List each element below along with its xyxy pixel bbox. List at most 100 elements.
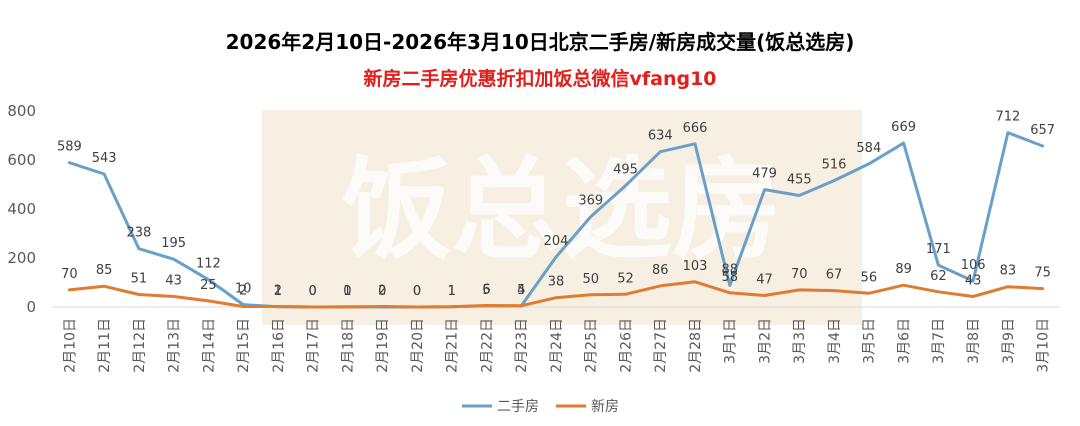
data-label-second-hand: 657	[1030, 123, 1055, 138]
data-label-second-hand: 666	[683, 121, 708, 136]
x-tick-label: 3月8日	[966, 318, 982, 364]
y-tick-label: 400	[7, 200, 36, 218]
x-tick-label: 2月12日	[132, 318, 148, 373]
data-label-new-home: 103	[683, 259, 708, 274]
data-label-new-home: 50	[582, 272, 599, 287]
y-tick-label: 0	[26, 298, 36, 316]
data-label-new-home: 2	[239, 284, 247, 299]
chart-title: 2026年2月10日-2026年3月10日北京二手房/新房成交量(饭总选房)	[225, 30, 855, 54]
data-label-new-home: 2	[274, 284, 282, 299]
x-tick-label: 3月5日	[862, 318, 878, 364]
x-tick-label: 2月21日	[445, 318, 461, 373]
data-label-new-home: 1	[448, 284, 456, 299]
x-tick-label: 2月25日	[584, 318, 600, 373]
x-tick-label: 2月14日	[201, 318, 217, 373]
data-label-new-home: 0	[413, 284, 421, 299]
x-tick-label: 3月10日	[1036, 318, 1052, 373]
data-label-second-hand: 0	[413, 284, 421, 299]
x-tick-label: 2月22日	[479, 318, 495, 373]
x-tick-label: 3月3日	[792, 318, 808, 364]
data-label-new-home: 47	[756, 272, 773, 287]
x-tick-label: 2月11日	[97, 318, 113, 373]
data-label-second-hand: 1	[343, 284, 351, 299]
data-label-new-home: 67	[826, 268, 843, 283]
data-label-second-hand: 106	[961, 258, 986, 273]
data-label-second-hand: 669	[891, 120, 916, 135]
data-label-second-hand: 584	[856, 141, 881, 156]
data-label-new-home: 6	[482, 283, 490, 298]
x-tick-label: 3月9日	[1001, 318, 1017, 364]
data-label-second-hand: 634	[648, 129, 673, 144]
x-tick-label: 3月1日	[723, 318, 739, 364]
data-label-new-home: 0	[309, 284, 317, 299]
x-tick-label: 2月19日	[375, 318, 391, 373]
data-label-new-home: 38	[548, 275, 565, 290]
data-label-new-home: 70	[61, 267, 78, 282]
data-label-second-hand: 204	[544, 234, 569, 249]
data-label-new-home: 51	[131, 272, 148, 287]
data-label-second-hand: 1	[274, 284, 282, 299]
x-tick-label: 2月24日	[549, 318, 565, 373]
data-label-new-home: 89	[895, 262, 912, 277]
data-label-new-home: 70	[791, 267, 808, 282]
legend-label-second-hand: 二手房	[497, 399, 539, 415]
watermark-text: 饭总选房	[342, 146, 782, 274]
y-tick-label: 200	[7, 249, 36, 267]
x-tick-label: 3月7日	[931, 318, 947, 364]
x-tick-label: 2月10日	[62, 318, 78, 373]
data-label-second-hand: 4	[517, 283, 525, 298]
data-label-second-hand: 479	[752, 167, 777, 182]
x-tick-label: 2月23日	[514, 318, 530, 373]
data-label-new-home: 62	[930, 269, 947, 284]
data-label-second-hand: 369	[578, 194, 603, 209]
data-label-second-hand: 1	[448, 284, 456, 299]
data-label-new-home: 56	[861, 270, 878, 285]
data-label-second-hand: 495	[613, 163, 638, 178]
data-label-second-hand: 712	[995, 110, 1020, 125]
data-label-second-hand: 195	[161, 236, 186, 251]
data-label-second-hand: 543	[92, 151, 117, 166]
x-tick-label: 3月2日	[757, 318, 773, 364]
y-tick-label: 800	[7, 102, 36, 120]
x-tick-label: 3月6日	[896, 318, 912, 364]
watermark: 饭总选房	[262, 110, 862, 325]
x-tick-label: 2月16日	[271, 318, 287, 373]
data-label-second-hand: 171	[926, 242, 951, 257]
data-label-new-home: 43	[965, 273, 982, 288]
x-tick-label: 3月4日	[827, 318, 843, 364]
data-label-new-home: 85	[96, 263, 113, 278]
y-tick-label: 600	[7, 151, 36, 169]
series-line-second-hand	[67, 131, 1045, 309]
x-tick-label: 2月13日	[167, 318, 183, 373]
data-label-second-hand: 112	[196, 257, 221, 272]
data-label-new-home: 58	[722, 270, 739, 285]
x-tick-label: 2月17日	[306, 318, 322, 373]
data-label-new-home: 86	[652, 263, 669, 278]
data-label-new-home: 75	[1034, 266, 1051, 281]
data-label-new-home: 43	[165, 273, 182, 288]
data-label-new-home: 2	[378, 284, 386, 299]
x-tick-label: 2月18日	[340, 318, 356, 373]
data-label-new-home: 5	[517, 283, 525, 298]
data-label-new-home: 83	[1000, 264, 1017, 279]
data-label-new-home: 52	[617, 271, 634, 286]
data-label-second-hand: 10	[235, 282, 252, 297]
x-tick-label: 2月28日	[688, 318, 704, 373]
data-label-second-hand: 88	[722, 262, 739, 277]
legend-label-new-home: 新房	[591, 399, 619, 415]
data-label-second-hand: 516	[822, 158, 847, 173]
x-tick-label: 2月20日	[410, 318, 426, 373]
data-label-second-hand: 455	[787, 173, 812, 188]
data-label-second-hand: 0	[378, 284, 386, 299]
data-label-second-hand: 0	[309, 284, 317, 299]
x-tick-label: 2月26日	[618, 318, 634, 373]
x-tick-label: 2月15日	[236, 318, 252, 373]
data-label-second-hand: 589	[57, 140, 82, 155]
data-label-new-home: 25	[200, 278, 217, 293]
series-line-new-home	[67, 280, 1045, 309]
data-label-new-home: 0	[343, 284, 351, 299]
data-label-second-hand: 5	[482, 283, 490, 298]
data-label-second-hand: 238	[126, 226, 151, 241]
x-tick-label: 2月27日	[653, 318, 669, 373]
